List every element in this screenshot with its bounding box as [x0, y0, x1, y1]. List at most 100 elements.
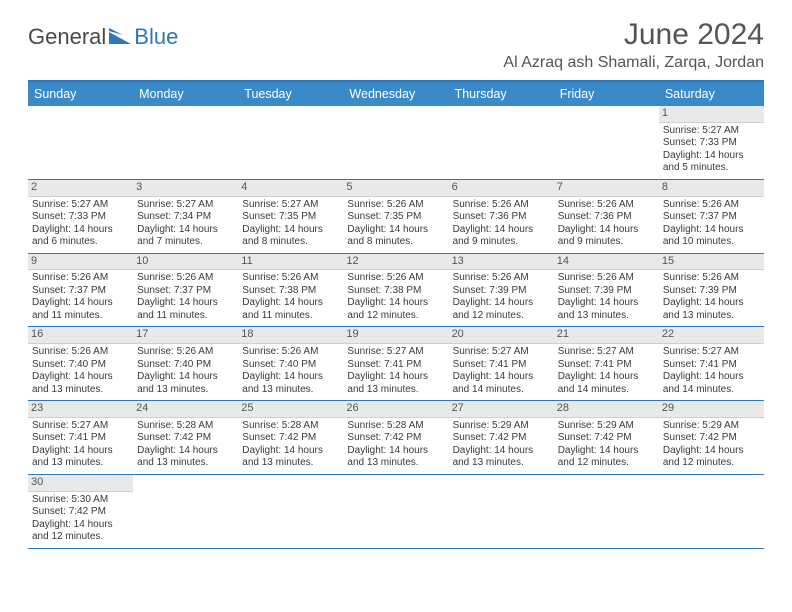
month-title: June 2024: [503, 18, 764, 52]
day-header: Wednesday: [343, 82, 448, 106]
header: General Blue June 2024 Al Azraq ash Sham…: [28, 18, 764, 72]
sunset-text: Sunset: 7:38 PM: [347, 285, 444, 298]
sunrise-text: Sunrise: 5:28 AM: [242, 420, 339, 433]
sunrise-text: Sunrise: 5:27 AM: [242, 199, 339, 212]
day-number: 27: [449, 401, 554, 418]
day-cell: 24Sunrise: 5:28 AMSunset: 7:42 PMDayligh…: [133, 401, 238, 474]
daylight-text: and 11 minutes.: [32, 310, 129, 323]
sunset-text: Sunset: 7:33 PM: [32, 211, 129, 224]
day-cell: 13Sunrise: 5:26 AMSunset: 7:39 PMDayligh…: [449, 254, 554, 327]
day-cell: 22Sunrise: 5:27 AMSunset: 7:41 PMDayligh…: [659, 327, 764, 400]
sunrise-text: Sunrise: 5:27 AM: [558, 346, 655, 359]
day-cell: 11Sunrise: 5:26 AMSunset: 7:38 PMDayligh…: [238, 254, 343, 327]
daylight-text: Daylight: 14 hours: [558, 371, 655, 384]
day-number: 2: [28, 180, 133, 197]
daylight-text: and 13 minutes.: [347, 384, 444, 397]
day-number: 3: [133, 180, 238, 197]
day-cell: 20Sunrise: 5:27 AMSunset: 7:41 PMDayligh…: [449, 327, 554, 400]
day-cell: 9Sunrise: 5:26 AMSunset: 7:37 PMDaylight…: [28, 254, 133, 327]
day-cell: 6Sunrise: 5:26 AMSunset: 7:36 PMDaylight…: [449, 180, 554, 253]
daylight-text: Daylight: 14 hours: [137, 445, 234, 458]
sunset-text: Sunset: 7:37 PM: [32, 285, 129, 298]
day-number: 15: [659, 254, 764, 271]
sunrise-text: Sunrise: 5:26 AM: [347, 272, 444, 285]
daylight-text: Daylight: 14 hours: [453, 224, 550, 237]
daylight-text: and 5 minutes.: [663, 162, 760, 175]
sunset-text: Sunset: 7:41 PM: [558, 359, 655, 372]
daylight-text: Daylight: 14 hours: [347, 224, 444, 237]
daylight-text: and 12 minutes.: [347, 310, 444, 323]
day-number: 20: [449, 327, 554, 344]
daylight-text: Daylight: 14 hours: [453, 297, 550, 310]
day-header: Monday: [133, 82, 238, 106]
sunset-text: Sunset: 7:37 PM: [137, 285, 234, 298]
day-number: 14: [554, 254, 659, 271]
day-cell: 21 Sunrise: 5:27 AMSunset: 7:41 PMDayligh…: [554, 327, 659, 400]
daylight-text: Daylight: 14 hours: [242, 224, 339, 237]
daylight-text: and 13 minutes.: [137, 457, 234, 470]
week-row: 30Sunrise: 5:30 AMSunset: 7:42 PMDayligh…: [28, 475, 764, 549]
daylight-text: Daylight: 14 hours: [32, 445, 129, 458]
daylight-text: Daylight: 14 hours: [32, 224, 129, 237]
empty-cell: [554, 106, 659, 179]
daylight-text: and 13 minutes.: [347, 457, 444, 470]
sunset-text: Sunset: 7:39 PM: [663, 285, 760, 298]
daylight-text: and 12 minutes.: [663, 457, 760, 470]
daylight-text: and 13 minutes.: [558, 310, 655, 323]
sunrise-text: Sunrise: 5:26 AM: [347, 199, 444, 212]
daylight-text: and 9 minutes.: [558, 236, 655, 249]
sunrise-text: Sunrise: 5:29 AM: [558, 420, 655, 433]
sunset-text: Sunset: 7:39 PM: [558, 285, 655, 298]
daylight-text: and 6 minutes.: [32, 236, 129, 249]
daylight-text: Daylight: 14 hours: [32, 519, 129, 532]
daylight-text: Daylight: 14 hours: [242, 371, 339, 384]
daylight-text: Daylight: 14 hours: [242, 445, 339, 458]
daylight-text: Daylight: 14 hours: [558, 224, 655, 237]
sunrise-text: Sunrise: 5:26 AM: [32, 272, 129, 285]
day-number: 21: [554, 327, 659, 344]
daylight-text: and 7 minutes.: [137, 236, 234, 249]
sunrise-text: Sunrise: 5:26 AM: [32, 346, 129, 359]
sunrise-text: Sunrise: 5:26 AM: [242, 346, 339, 359]
daylight-text: Daylight: 14 hours: [663, 297, 760, 310]
sunset-text: Sunset: 7:36 PM: [558, 211, 655, 224]
day-number: 5: [343, 180, 448, 197]
daylight-text: Daylight: 14 hours: [242, 297, 339, 310]
day-header: Saturday: [659, 82, 764, 106]
daylight-text: and 12 minutes.: [558, 457, 655, 470]
sunrise-text: Sunrise: 5:29 AM: [663, 420, 760, 433]
sunrise-text: Sunrise: 5:30 AM: [32, 494, 129, 507]
empty-cell: [28, 106, 133, 179]
sunrise-text: Sunrise: 5:26 AM: [558, 272, 655, 285]
day-cell: 14Sunrise: 5:26 AMSunset: 7:39 PMDayligh…: [554, 254, 659, 327]
sunset-text: Sunset: 7:42 PM: [347, 432, 444, 445]
empty-cell: [133, 475, 238, 548]
title-block: June 2024 Al Azraq ash Shamali, Zarqa, J…: [503, 18, 764, 72]
daylight-text: Daylight: 14 hours: [453, 371, 550, 384]
sunset-text: Sunset: 7:42 PM: [32, 506, 129, 519]
daylight-text: Daylight: 14 hours: [137, 297, 234, 310]
daylight-text: and 13 minutes.: [32, 457, 129, 470]
brand-part1: General: [28, 24, 106, 50]
sunset-text: Sunset: 7:41 PM: [32, 432, 129, 445]
day-header-row: Sunday Monday Tuesday Wednesday Thursday…: [28, 82, 764, 106]
day-cell: 4Sunrise: 5:27 AMSunset: 7:35 PMDaylight…: [238, 180, 343, 253]
sunrise-text: Sunrise: 5:26 AM: [242, 272, 339, 285]
day-number: 12: [343, 254, 448, 271]
day-cell: 17Sunrise: 5:26 AMSunset: 7:40 PMDayligh…: [133, 327, 238, 400]
sunrise-text: Sunrise: 5:27 AM: [347, 346, 444, 359]
day-cell: 16Sunrise: 5:26 AMSunset: 7:40 PMDayligh…: [28, 327, 133, 400]
daylight-text: Daylight: 14 hours: [347, 297, 444, 310]
day-cell: 15Sunrise: 5:26 AMSunset: 7:39 PMDayligh…: [659, 254, 764, 327]
sunset-text: Sunset: 7:36 PM: [453, 211, 550, 224]
sunset-text: Sunset: 7:42 PM: [558, 432, 655, 445]
week-row: 1Sunrise: 5:27 AMSunset: 7:33 PMDaylight…: [28, 106, 764, 180]
sunrise-text: Sunrise: 5:26 AM: [137, 346, 234, 359]
day-number: 6: [449, 180, 554, 197]
empty-cell: [238, 106, 343, 179]
brand-part2: Blue: [134, 24, 178, 50]
day-header: Tuesday: [238, 82, 343, 106]
day-number: 8: [659, 180, 764, 197]
daylight-text: and 11 minutes.: [137, 310, 234, 323]
day-number: 26: [343, 401, 448, 418]
